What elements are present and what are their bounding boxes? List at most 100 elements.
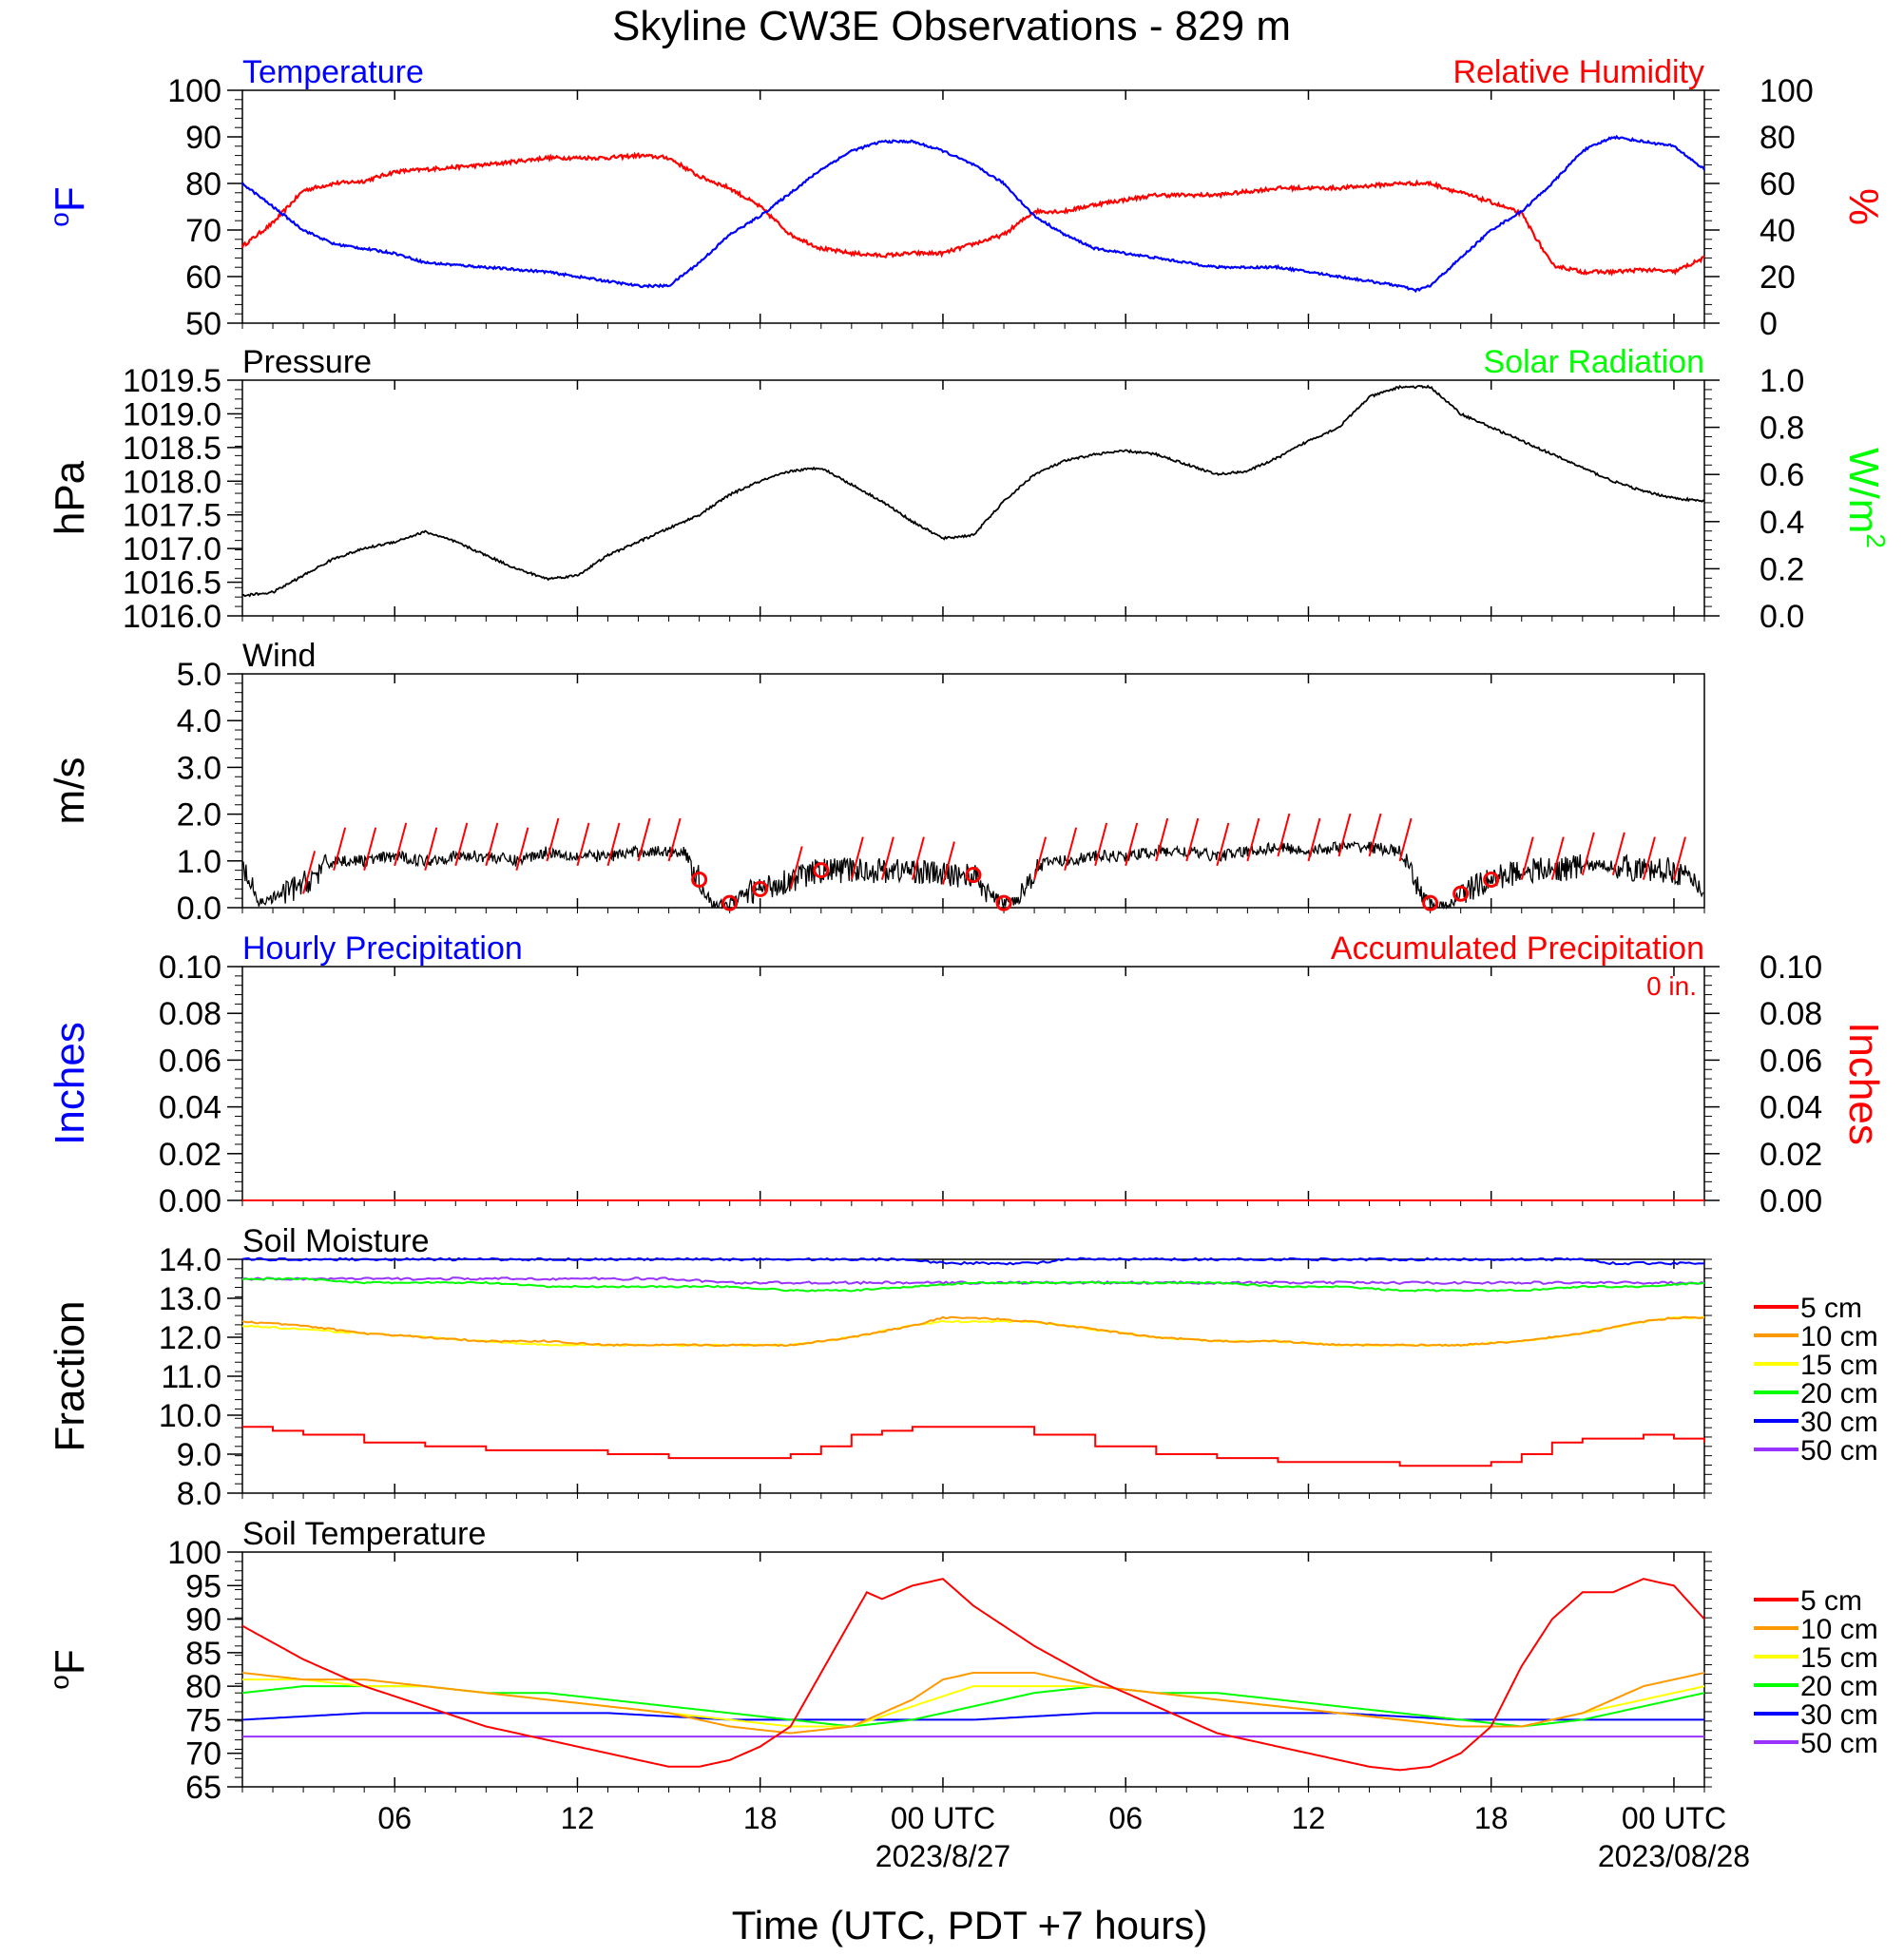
legend-label: 20 cm — [1800, 1671, 1878, 1702]
panel-frame — [241, 966, 1705, 1201]
wind-calm-marker — [995, 894, 1012, 911]
y2-tick-label: 40 — [1760, 213, 1796, 249]
y2-tick-label: 0.06 — [1760, 1043, 1822, 1079]
y-tick-label: 0.00 — [159, 1183, 221, 1219]
y-tick-label: 3.0 — [177, 750, 221, 786]
panel-frame — [241, 673, 1705, 909]
y2-tick-label: 0.00 — [1760, 1183, 1822, 1219]
unit-letter: F — [47, 186, 93, 212]
wind-barb — [911, 836, 925, 880]
y2-tick-label: 0.10 — [1760, 949, 1822, 986]
wind-barb — [637, 817, 651, 862]
y-tick-label: 1.0 — [177, 844, 221, 880]
wind-barb — [333, 827, 347, 872]
x-tick-date-label: 2023/8/27 — [875, 1839, 1010, 1873]
panel-title-right: Solar Radiation — [1484, 344, 1704, 380]
panel-title-left: Wind — [242, 638, 316, 674]
legend-label: 50 cm — [1800, 1728, 1878, 1759]
y-tick-label: 75 — [185, 1702, 221, 1738]
panel-precip: 0.10 0.08 0.06 0.04 0.02 0.00 0.10 0.08 0.06 0.04… — [47, 930, 1887, 1219]
x-tick-label: 12 — [1292, 1801, 1326, 1835]
panel-frame — [241, 379, 1705, 617]
panel-title-left: Pressure — [242, 344, 372, 380]
y-tick-label: 1019.5 — [123, 363, 221, 399]
y2-axis-label: Inches — [1840, 1022, 1887, 1145]
y-tick-label: 70 — [185, 1736, 221, 1773]
wind-calm-marker — [965, 867, 982, 884]
wind-barb — [1033, 836, 1048, 880]
y-tick-label: 100 — [167, 73, 221, 109]
panel-title-left: Soil Temperature — [242, 1516, 486, 1552]
y2-tick-label: 0.8 — [1760, 411, 1804, 447]
legend-label: 20 cm — [1800, 1378, 1878, 1409]
wind-barb — [941, 841, 955, 885]
series-soil-moisture-30cm — [241, 1256, 1705, 1266]
x-axis-label: Time (UTC, PDT +7 hours) — [732, 1903, 1208, 1947]
panel-frame — [241, 1258, 1705, 1494]
y2-tick-label: 0.2 — [1760, 551, 1804, 587]
wind-barb — [424, 827, 438, 872]
y-tick-label: 0.10 — [159, 949, 221, 986]
unit-base: W/m — [1840, 448, 1887, 533]
unit-degree-symbol: o — [45, 212, 74, 227]
x-tick-date-label: 2023/08/28 — [1598, 1839, 1750, 1873]
wind-calm-marker — [1483, 871, 1500, 888]
y-tick-label: 4.0 — [177, 703, 221, 739]
y-axis-label: Inches — [47, 1022, 93, 1145]
wind-barb — [546, 817, 560, 862]
wind-calm-marker — [691, 871, 708, 888]
x-tick-label: 00 UTC — [891, 1801, 995, 1835]
series-soil-temp-10cm — [241, 1672, 1705, 1735]
wind-barb — [1094, 822, 1108, 867]
x-tick-label: 18 — [1474, 1801, 1509, 1835]
wind-barb — [1185, 817, 1200, 862]
y2-axis-label: % — [1840, 188, 1887, 225]
x-tick-label: 00 UTC — [1622, 1801, 1726, 1835]
panel-title-left: Soil Moisture — [242, 1223, 430, 1259]
y-tick-label: 0.0 — [177, 891, 221, 927]
y-tick-label: 1019.0 — [123, 396, 221, 432]
legend-label: 10 cm — [1800, 1614, 1878, 1645]
y-tick-label: 95 — [185, 1568, 221, 1604]
y2-tick-label: 0.6 — [1760, 457, 1804, 493]
legend-label: 5 cm — [1800, 1585, 1862, 1617]
y-tick-label: 85 — [185, 1636, 221, 1672]
y-tick-label: 2.0 — [177, 797, 221, 834]
y2-tick-label: 0.08 — [1760, 996, 1822, 1032]
y-tick-label: 1018.0 — [123, 464, 221, 500]
series-soil-moisture-20cm — [241, 1276, 1705, 1293]
panel-soil_moisture: 14.013.012.011.010.09.08.0 Soil Moisture F… — [47, 1223, 1878, 1512]
y2-tick-label: 1.0 — [1760, 363, 1804, 399]
y-tick-label: 10.0 — [159, 1398, 221, 1434]
wind-barb — [1337, 813, 1352, 857]
y-tick-label: 1017.5 — [123, 498, 221, 534]
panel-pressure: 1019.51019.01018.51018.01017.51017.01016… — [47, 344, 1891, 635]
wind-barb — [1368, 813, 1382, 857]
wind-barb — [850, 836, 864, 880]
y-tick-label: 0.08 — [159, 996, 221, 1032]
wind-barb — [576, 822, 590, 867]
wind-barb — [515, 827, 529, 872]
legend-label: 10 cm — [1800, 1321, 1878, 1352]
y-tick-label: 12.0 — [159, 1320, 221, 1356]
series-soil-moisture-15cm — [241, 1315, 1705, 1348]
legend-label: 30 cm — [1800, 1699, 1878, 1731]
y-tick-label: 1016.5 — [123, 566, 221, 602]
wind-barb — [1398, 817, 1413, 862]
y2-tick-label: 0.4 — [1760, 505, 1804, 541]
series-soil-moisture-5cm — [242, 1426, 1705, 1467]
y-tick-label: 80 — [185, 166, 221, 202]
y2-tick-label: 0.0 — [1760, 599, 1804, 635]
unit-exponent: 2 — [1861, 533, 1891, 548]
y2-tick-label: 60 — [1760, 166, 1796, 202]
series-relative-humidity — [240, 151, 1705, 277]
y-tick-label: 13.0 — [159, 1281, 221, 1317]
panel-frame — [241, 89, 1705, 324]
wind-calm-marker — [1452, 885, 1470, 902]
wind-barb — [1672, 836, 1686, 880]
legend-label: 50 cm — [1800, 1435, 1878, 1467]
y2-axis-label: W/m2 — [1840, 448, 1891, 548]
wind-calm-marker — [813, 862, 830, 879]
